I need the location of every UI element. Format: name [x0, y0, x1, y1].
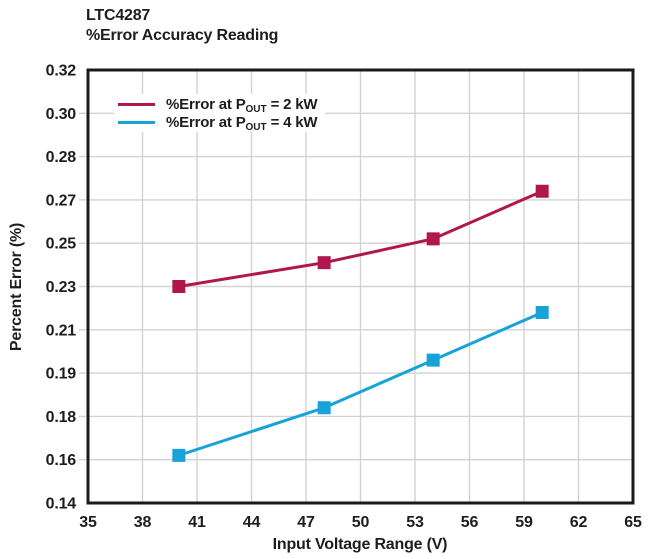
chart-title: LTC4287 %Error Accuracy Reading [86, 6, 278, 46]
x-tick-label: 35 [79, 514, 97, 531]
data-point-marker-pout-2kw [172, 280, 186, 293]
legend-line-swatch-pout-4kw [118, 120, 155, 124]
x-tick-label: 38 [134, 514, 152, 531]
x-tick-label: 65 [624, 514, 642, 531]
legend-line-swatch-pout-2kw [118, 102, 155, 106]
legend-label-pout-4kw: %Error at POUT = 4 kW [166, 113, 318, 133]
y-tick-label: 0.27 [46, 192, 77, 209]
grid-layer [79, 70, 633, 503]
chart-title-line2: %Error Accuracy Reading [86, 27, 279, 44]
x-tick-label: 50 [352, 514, 370, 531]
y-tick-label: 0.25 [46, 236, 77, 253]
y-tick-label: 0.23 [46, 279, 77, 296]
x-tick-label: 47 [297, 514, 315, 531]
y-tick-label: 0.18 [46, 409, 77, 426]
legend-label-pout-2kw: %Error at POUT = 2 kW [166, 95, 318, 115]
x-tick-label: 62 [570, 514, 588, 531]
data-point-marker-pout-4kw [535, 305, 549, 319]
y-tick-label: 0.16 [46, 452, 77, 469]
data-point-marker-pout-2kw [426, 232, 440, 246]
legend-item-pout-4kw: %Error at POUT = 4 kW [118, 113, 318, 133]
data-point-marker-pout-4kw [172, 448, 186, 462]
data-point-marker-pout-4kw [317, 401, 331, 415]
legend: %Error at POUT = 2 kW %Error at POUT = 4 … [114, 94, 326, 133]
y-tick-label: 0.14 [46, 496, 77, 513]
y-axis-title: Percent Error (%) [8, 223, 25, 351]
y-tick-label: 0.21 [46, 322, 77, 339]
y-tick-label: 0.28 [46, 149, 77, 166]
x-tick-label: 44 [243, 514, 261, 531]
legend-item-pout-2kw: %Error at POUT = 2 kW [118, 95, 318, 115]
data-point-marker-pout-4kw [426, 353, 440, 367]
legend-label-subscript: OUT [245, 121, 267, 133]
y-tick-label: 0.32 [46, 63, 77, 80]
series-layer [172, 184, 549, 462]
x-tick-label: 56 [461, 514, 479, 531]
plot-frame [86, 68, 635, 505]
data-point-marker-pout-2kw [317, 256, 331, 270]
x-axis-title: Input Voltage Range (V) [273, 536, 448, 553]
tick-label-layer: 35 38 41 44 47 50 53 56 59 62 65 0.32 0.30 0.28 0.27 0.… [46, 63, 643, 532]
x-tick-label: 59 [515, 514, 533, 531]
x-tick-label: 53 [406, 514, 424, 531]
series-line-pout-4kw [178, 311, 543, 457]
plot-frame-layer [86, 68, 635, 505]
chart-title-line1: LTC4287 [86, 7, 151, 24]
y-tick-label: 0.19 [46, 366, 77, 383]
series-line-pout-2kw [178, 189, 543, 288]
legend-label-subscript: OUT [245, 103, 267, 115]
x-tick-label: 41 [188, 514, 206, 531]
y-tick-label: 0.30 [46, 106, 77, 123]
data-point-marker-pout-2kw [535, 184, 549, 198]
